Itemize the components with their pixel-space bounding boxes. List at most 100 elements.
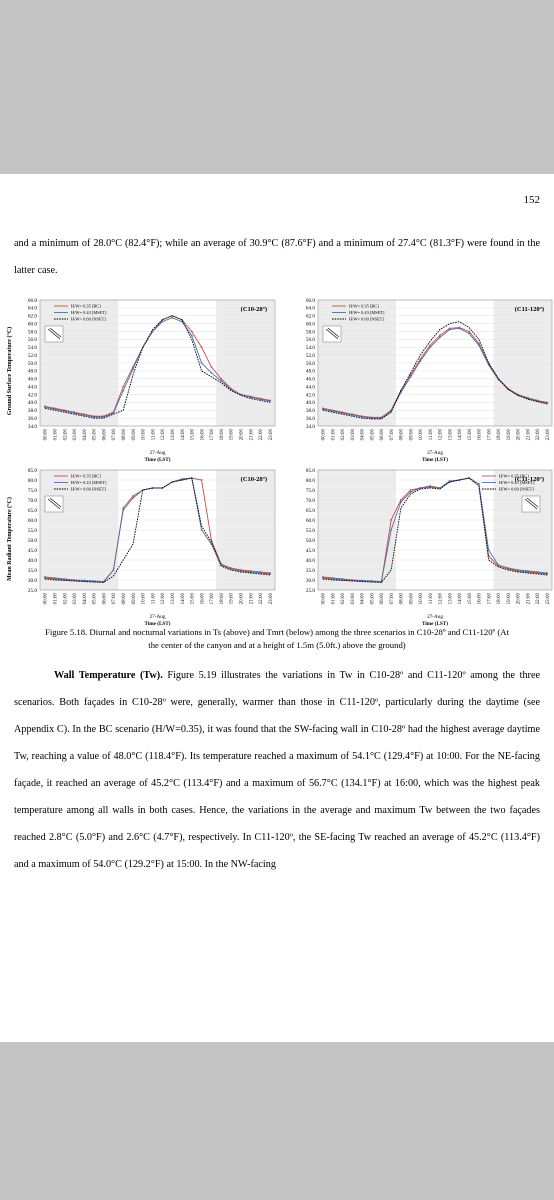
data-point: [546, 572, 549, 574]
y-tick-label: 65.0: [28, 508, 37, 514]
x-tick-label: 23:00: [546, 429, 551, 441]
data-point: [390, 529, 393, 531]
data-point: [63, 410, 66, 412]
data-point: [43, 406, 46, 408]
data-point: [220, 377, 223, 380]
x-tick-label: 20:00: [240, 429, 245, 441]
data-point: [351, 414, 354, 416]
x-tick-label: 14:00: [181, 429, 186, 441]
data-point: [331, 577, 334, 579]
data-point: [360, 416, 363, 418]
series-line-1: [44, 315, 271, 417]
y-tick-label: 66.0: [306, 298, 315, 304]
x-tick-label: 04:00: [83, 593, 88, 605]
legend-label: H/W= 0.60 [NSET]: [499, 487, 534, 492]
legend-label: H/W= 0.43 [MSET]: [71, 310, 107, 315]
data-point: [351, 579, 354, 581]
x-tick-label: 20:00: [517, 429, 522, 441]
data-point: [190, 330, 193, 333]
x-tick-label: 00:00: [322, 429, 327, 441]
paragraph-top: and a minimum of 28.0°C (82.4°F); while …: [14, 238, 540, 276]
date-label: 27-Aug: [427, 450, 443, 456]
data-point: [477, 342, 480, 345]
x-tick-label: 03:00: [73, 429, 78, 441]
series-line-1: [322, 477, 548, 583]
y-tick-label: 65.0: [306, 508, 315, 514]
ylabel-bottom: Mean Radiant Temperature (°C): [7, 497, 13, 581]
x-tick-label: 13:00: [171, 593, 176, 605]
series-line-2: [322, 477, 548, 583]
canyon-orientation-icon-line: [49, 327, 62, 338]
y-tick-label: 38.0: [306, 408, 315, 414]
y-tick-label: 35.0: [28, 568, 37, 574]
data-point: [249, 571, 252, 573]
x-tick-label: 21:00: [249, 429, 254, 441]
x-tick-label: 11:00: [429, 429, 434, 441]
x-tick-label: 13:00: [448, 429, 453, 441]
y-tick-label: 25.0: [306, 588, 315, 594]
x-tick-label: 03:00: [351, 593, 356, 605]
y-tick-label: 80.0: [28, 478, 37, 484]
x-tick-label: 17:00: [487, 593, 492, 605]
data-point: [438, 334, 441, 337]
data-point: [341, 578, 344, 580]
y-tick-label: 50.0: [28, 361, 37, 367]
x-tick-label: 00:00: [44, 429, 49, 441]
data-point: [200, 362, 203, 364]
data-point: [259, 572, 262, 574]
y-tick-label: 52.0: [28, 353, 37, 359]
data-point: [516, 569, 519, 571]
x-tick-label: 22:00: [536, 593, 541, 605]
x-tick-label: 20:00: [240, 593, 245, 605]
x-tick-label: 23:00: [269, 593, 274, 605]
x-tick-label: 04:00: [361, 593, 366, 605]
data-point: [468, 330, 471, 333]
y-tick-label: 62.0: [28, 314, 37, 320]
y-tick-label: 85.0: [28, 468, 37, 474]
x-tick-label: 22:00: [259, 593, 264, 605]
data-point: [419, 487, 422, 489]
legend-label: H/W= 0.35 [BC]: [349, 304, 379, 309]
data-point: [370, 580, 373, 582]
data-point: [200, 479, 203, 481]
figure-caption: Figure 5.18. Diurnal and nocturnal varia…: [45, 627, 509, 650]
data-point: [419, 360, 422, 362]
canyon-orientation-icon-line: [325, 328, 339, 340]
x-tick-label: 21:00: [249, 593, 254, 605]
data-point: [438, 336, 441, 339]
x-tick-label: 16:00: [200, 429, 205, 441]
legend-label: H/W= 0.43 [MSET]: [499, 480, 535, 485]
x-tick-label: 12:00: [439, 429, 444, 441]
data-point: [132, 368, 134, 370]
data-point: [63, 578, 66, 580]
legend-label: H/W= 0.35 [BC]: [499, 474, 529, 479]
x-tick-label: 02:00: [63, 429, 68, 441]
x-tick-label: 04:00: [361, 429, 366, 441]
data-point: [477, 483, 480, 485]
y-tick-label: 40.0: [306, 558, 315, 564]
paragraph-wall-temperature: Wall Temperature (Tw). Figure 5.19 illus…: [14, 662, 540, 878]
x-tick-label: 15:00: [191, 593, 196, 605]
x-tick-label: 19:00: [507, 429, 512, 441]
x-tick-label: 08:00: [400, 429, 405, 441]
data-point: [73, 579, 76, 581]
legend-label: H/W= 0.60 [NSET]: [71, 317, 106, 322]
y-tick-label: 55.0: [306, 528, 315, 534]
x-tick-label: 01:00: [53, 593, 58, 605]
plot-frame: [317, 299, 553, 427]
x-tick-label: 06:00: [380, 429, 385, 441]
data-point: [526, 570, 529, 572]
date-label: 27-Aug: [427, 614, 443, 620]
chart-title: (C11-120º): [515, 476, 544, 483]
series-line-3: [322, 477, 548, 583]
y-tick-label: 60.0: [306, 321, 315, 327]
data-point: [220, 379, 223, 382]
document-page: 152 and a minimum of 28.0°C (82.4°F); wh…: [0, 174, 554, 1042]
x-tick-label: 19:00: [230, 593, 235, 605]
x-tick-label: 00:00: [322, 593, 327, 605]
data-point: [190, 334, 193, 337]
canyon-orientation-icon-line: [47, 328, 61, 340]
x-tick-label: 06:00: [102, 429, 107, 441]
x-tick-label: 03:00: [73, 593, 78, 605]
x-tick-label: 02:00: [341, 593, 346, 605]
